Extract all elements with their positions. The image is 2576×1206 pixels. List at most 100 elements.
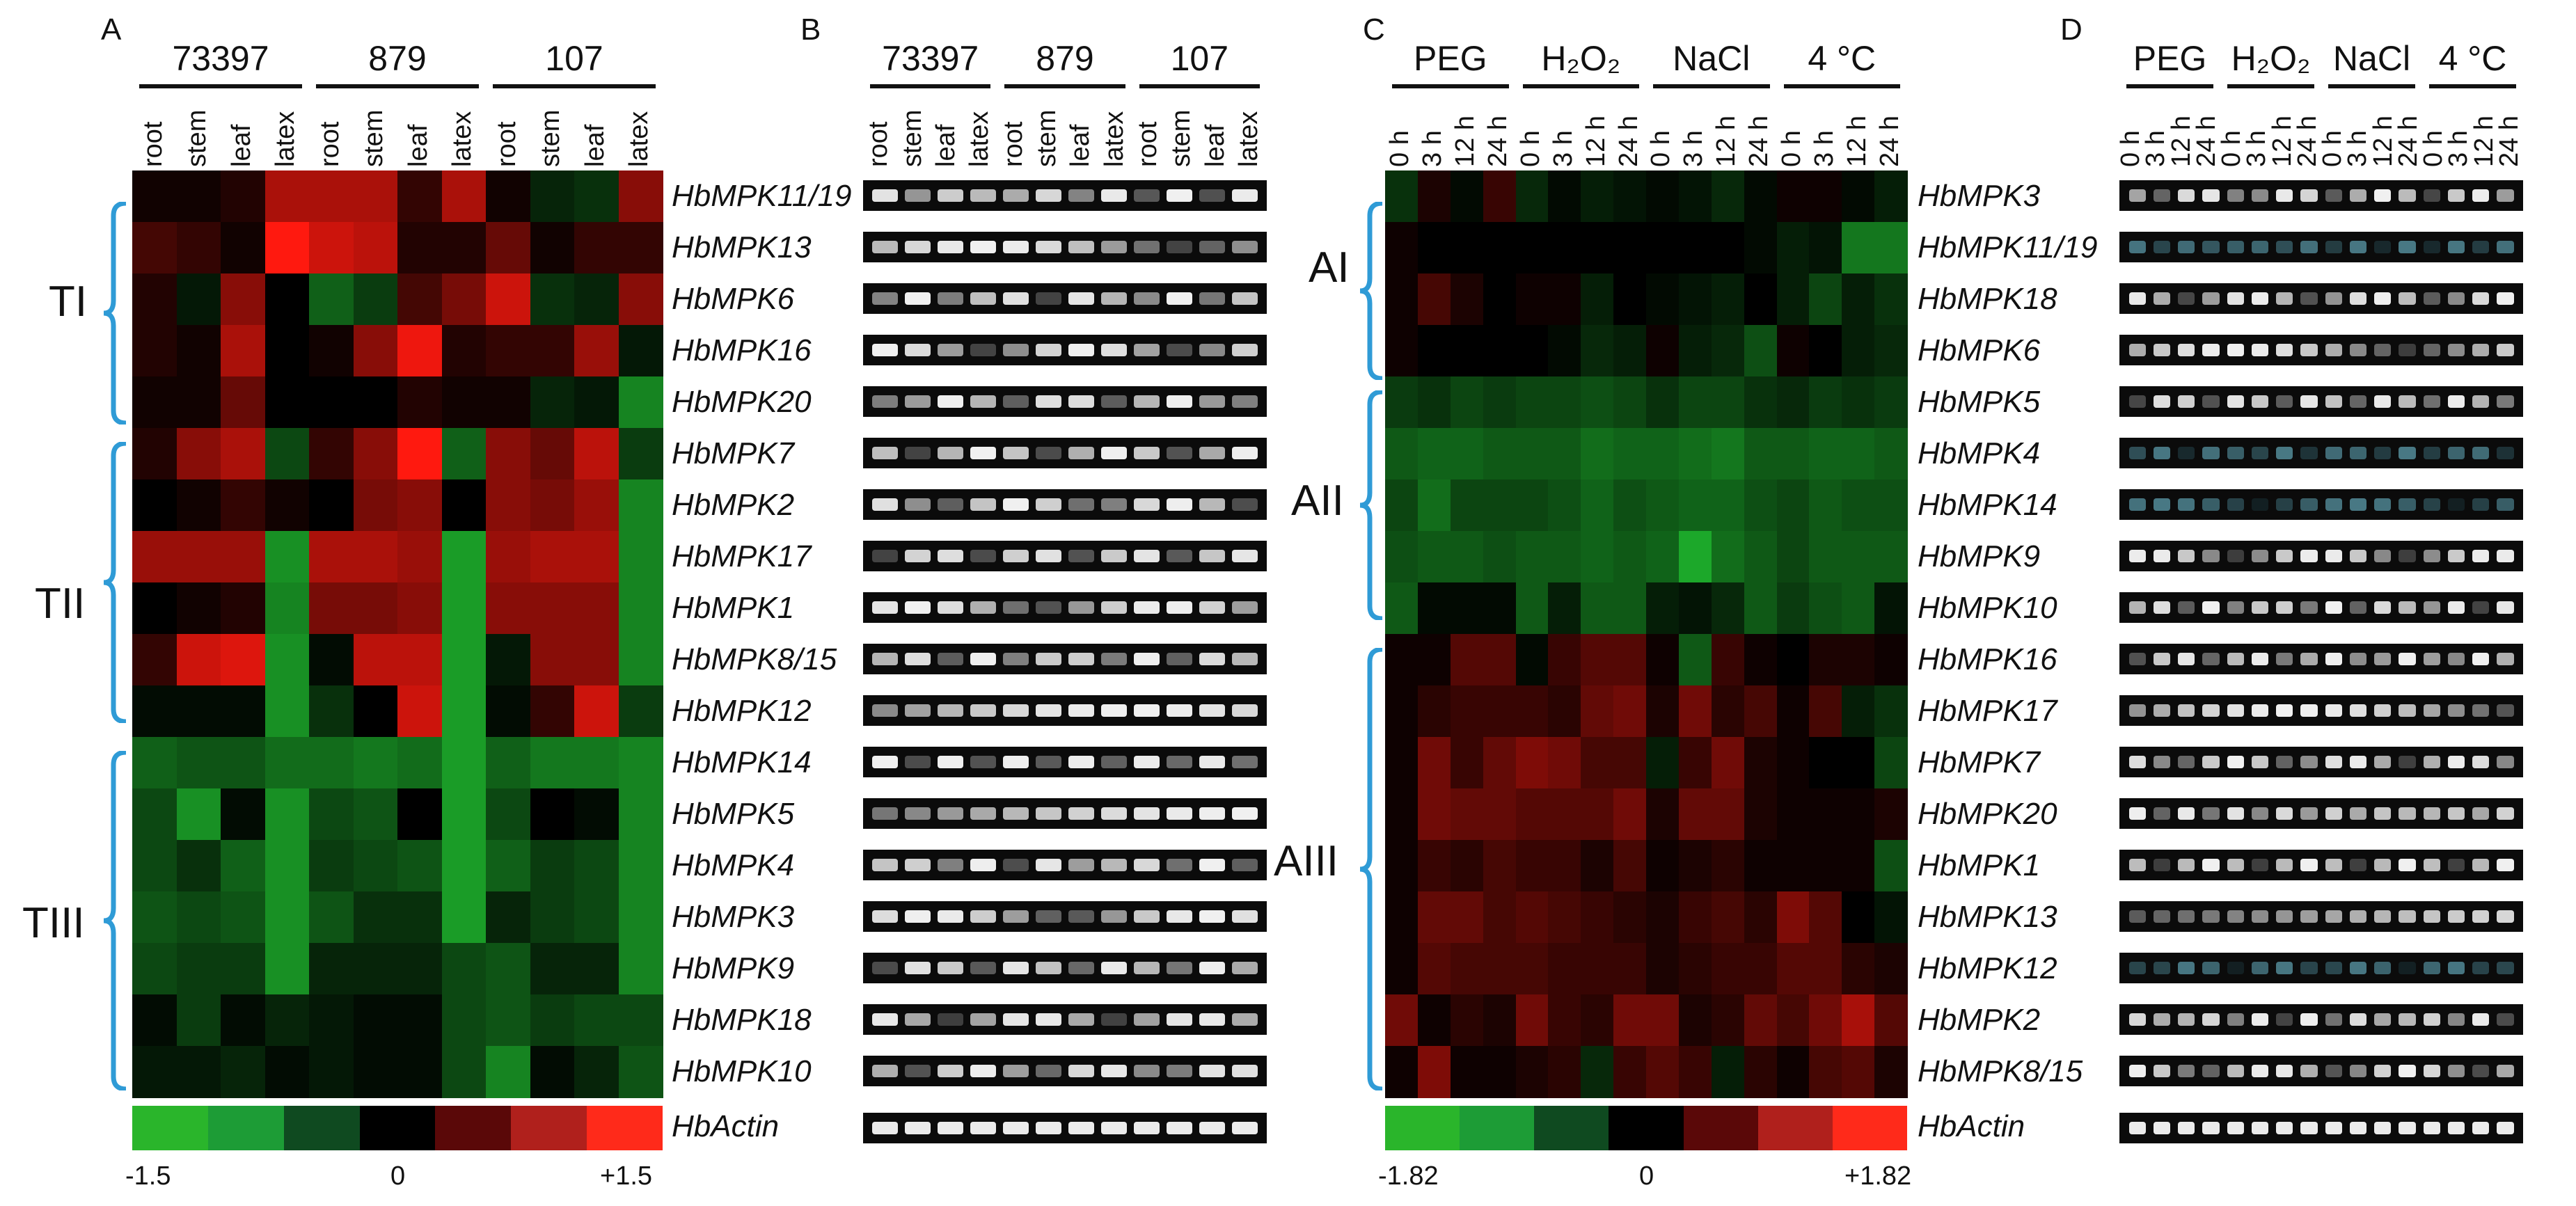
gel-band xyxy=(2153,910,2170,923)
gel-band xyxy=(905,1065,931,1077)
a-heatmap-cell xyxy=(618,737,663,789)
c-heatmap-cell xyxy=(1515,428,1549,480)
gel-band xyxy=(1232,859,1258,871)
c-heatmap-cell xyxy=(1711,943,1745,995)
cd-gene-label: HbMPK8/15 xyxy=(1918,1054,2083,1088)
c-heatmap-cell xyxy=(1678,582,1712,635)
a-heatmap-cell xyxy=(441,428,487,480)
gel-band xyxy=(2447,962,2465,974)
c-heatmap-cell xyxy=(1385,891,1419,944)
a-heatmap-cell xyxy=(132,1046,177,1098)
c-heatmap-cell xyxy=(1842,170,1875,223)
c-column-label: 24 h xyxy=(1744,116,1774,167)
c-heatmap-cell xyxy=(1842,840,1875,892)
gel-band xyxy=(1068,189,1094,202)
ab-gene-label: HbMPK10 xyxy=(672,1054,812,1088)
a-heatmap-cell xyxy=(309,531,354,583)
gel-band xyxy=(1199,189,1225,202)
gel-band xyxy=(1232,1122,1258,1134)
a-heatmap-cell xyxy=(397,891,442,944)
a-heatmap-cell xyxy=(486,479,530,532)
c-scale-min: -1.82 xyxy=(1378,1161,1439,1191)
b-gel-strip xyxy=(863,335,1267,365)
a-heatmap-cell xyxy=(530,634,575,686)
gel-band xyxy=(2202,292,2220,305)
c-heatmap-cell xyxy=(1450,531,1484,583)
gel-band xyxy=(2178,704,2195,717)
gel-band xyxy=(2251,601,2268,614)
d-column-label: 12 h xyxy=(2166,116,2196,167)
c-heatmap-cell xyxy=(1483,634,1516,686)
b-gel-strip xyxy=(863,592,1267,623)
gel-band xyxy=(1101,550,1127,562)
gel-band xyxy=(2399,807,2416,820)
c-heatmap-cell xyxy=(1744,273,1777,326)
gel-band xyxy=(1101,1065,1127,1077)
c-heatmap-cell xyxy=(1776,531,1810,583)
gel-band xyxy=(1199,756,1225,768)
gel-band xyxy=(2202,447,2220,459)
gel-band xyxy=(1068,910,1094,923)
gel-band xyxy=(1232,910,1258,923)
c-heatmap-cell xyxy=(1450,376,1484,429)
gel-band xyxy=(2128,1013,2146,1026)
a-heatmap-cell xyxy=(397,273,442,326)
gel-band xyxy=(1036,601,1061,614)
c-heatmap-cell xyxy=(1548,582,1581,635)
gel-band xyxy=(2276,704,2293,717)
a-heatmap-cell xyxy=(176,428,221,480)
a-heatmap-cell xyxy=(530,170,575,223)
a-heatmap-cell xyxy=(486,222,530,274)
c-heatmap-cell xyxy=(1874,582,1908,635)
c-heatmap-cell xyxy=(1678,325,1712,377)
gel-band xyxy=(2227,910,2244,923)
a-heatmap-cell xyxy=(397,222,442,274)
a-heatmap-cell xyxy=(441,891,487,944)
gel-band xyxy=(2128,1065,2146,1077)
c-heatmap-cell xyxy=(1483,788,1516,841)
gel-band xyxy=(970,1065,996,1077)
c-heatmap-cell xyxy=(1417,273,1451,326)
gel-band xyxy=(2128,189,2146,202)
ab-gene-label: HbMPK12 xyxy=(672,694,812,728)
gel-band xyxy=(2128,395,2146,408)
c-column-label: 0 h xyxy=(1776,130,1806,167)
c-heatmap-cell xyxy=(1483,170,1516,223)
gel-band xyxy=(1068,550,1094,562)
a-heatmap-cell xyxy=(309,840,354,892)
gel-band xyxy=(905,704,931,717)
a-heatmap-cell xyxy=(618,428,663,480)
c-heatmap-cell xyxy=(1744,479,1777,532)
c-column-label: 3 h xyxy=(1809,130,1839,167)
a-heatmap-cell xyxy=(264,428,310,480)
c-heatmap-cell xyxy=(1385,428,1419,480)
gel-band xyxy=(2399,910,2416,923)
gel-band xyxy=(2227,962,2244,974)
gel-band xyxy=(905,344,931,356)
gel-band xyxy=(2128,498,2146,511)
c-heatmap-cell xyxy=(1581,582,1614,635)
gel-band xyxy=(2423,447,2440,459)
gel-band xyxy=(905,241,931,253)
c-heatmap-cell xyxy=(1613,840,1647,892)
gel-band xyxy=(2178,859,2195,871)
gel-band xyxy=(2447,704,2465,717)
gel-band xyxy=(2153,1122,2170,1134)
gel-band xyxy=(2399,395,2416,408)
c-heatmap-cell xyxy=(1613,943,1647,995)
a-column-label: latex xyxy=(271,111,301,167)
a-heatmap-cell xyxy=(353,170,398,223)
c-heatmap-cell xyxy=(1874,685,1908,738)
c-heatmap-cell xyxy=(1613,685,1647,738)
gel-band xyxy=(1199,962,1225,974)
gel-band xyxy=(2276,241,2293,253)
gel-band xyxy=(1134,756,1160,768)
cd-gene-label: HbMPK2 xyxy=(1918,1003,2041,1037)
c-heatmap-cell xyxy=(1842,788,1875,841)
gel-band xyxy=(1036,756,1061,768)
gel-band xyxy=(970,550,996,562)
c-heatmap-cell xyxy=(1417,325,1451,377)
c-heatmap-cell xyxy=(1809,737,1842,789)
c-column-label: 3 h xyxy=(1679,130,1709,167)
c-heatmap-cell xyxy=(1515,943,1549,995)
